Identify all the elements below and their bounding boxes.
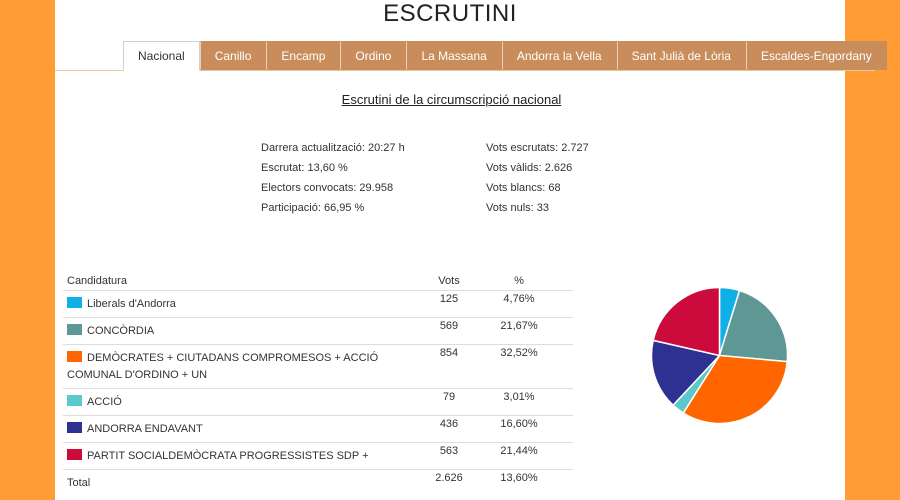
party-percent: 3,01% [465,388,573,416]
stats-right: Vots escrutats: 2.727 Vots vàlids: 2.626… [486,141,589,221]
party-percent: 4,76% [465,290,573,318]
table-row: DEMÒCRATES + CIUTADANS COMPROMESOS + ACC… [63,344,573,389]
header-candidatura: Candidatura [63,271,433,291]
party-percent: 21,44% [465,442,573,470]
total-row: Total 2.626 13,60% [63,470,573,497]
party-name: DEMÒCRATES + CIUTADANS COMPROMESOS + ACC… [67,352,379,381]
pie-slice-4 [650,339,721,407]
header-vots: Vots [433,271,465,291]
party-votes: 563 [433,442,465,470]
party-votes: 569 [433,317,465,345]
results-rows: Liberals d'Andorra 125 4,76% CONCÒRDIA 569 21… [63,290,573,470]
tab-sant-julià-de-lòria[interactable]: Sant Julià de Lòria [616,41,746,70]
party-percent: 32,52% [465,344,573,389]
page-title: ESCRUTINI [383,0,517,27]
party-name: PARTIT SOCIALDEMÒCRATA PROGRESSISTES SDP… [87,450,369,462]
party-cell: Liberals d'Andorra [63,290,433,318]
results-pie-chart [650,286,789,425]
total-percent: 13,60% [500,472,538,484]
stat-blank-votes: Vots blancs: 68 [486,182,561,194]
total-votes: 2.626 [435,472,463,484]
stat-electors: Electors convocats: 29.958 [261,182,394,194]
party-votes: 125 [433,290,465,318]
pie-slice-1 [718,289,789,363]
tab-nacional[interactable]: Nacional [123,41,200,71]
party-cell: PARTIT SOCIALDEMÒCRATA PROGRESSISTES SDP… [63,442,433,470]
tab-canillo[interactable]: Canillo [199,41,267,70]
stat-last-update: Darrera actualització: 20:27 h [261,142,405,154]
party-votes: 854 [433,344,465,389]
results-page: ESCRUTINI Nacional Canillo Encamp Ordino La … [55,0,887,500]
table-row: PARTIT SOCIALDEMÒCRATA PROGRESSISTES SDP… [63,442,573,470]
table-row: Liberals d'Andorra 125 4,76% [63,290,573,318]
circumscription-tabs: Nacional Canillo Encamp Ordino La Massana And… [123,41,887,71]
stat-counted: Escrutat: 13,60 % [261,162,348,174]
party-votes: 79 [433,388,465,416]
tab-encamp[interactable]: Encamp [266,41,341,70]
table-header-row: Candidatura Vots % [63,271,573,291]
stat-valid-votes: Vots vàlids: 2.626 [486,162,573,174]
party-cell: ACCIÓ [63,388,433,416]
party-votes: 436 [433,415,465,443]
party-color-swatch [67,422,82,433]
tabs-divider [55,70,875,71]
party-color-swatch [67,395,82,406]
table-row: ANDORRA ENDAVANT 436 16,60% [63,415,573,443]
party-cell: CONCÒRDIA [63,317,433,345]
tab-la-massana[interactable]: La Massana [406,41,502,70]
party-color-swatch [67,324,82,335]
table-row: ACCIÓ 79 3,01% [63,388,573,416]
party-cell: DEMÒCRATES + CIUTADANS COMPROMESOS + ACC… [63,344,433,389]
results-table: Candidatura Vots % Liberals d'Andorra 125… [63,271,573,496]
pie-slice-5 [652,286,721,357]
stat-votes-counted: Vots escrutats: 2.727 [486,142,589,154]
party-percent: 16,60% [465,415,573,443]
tab-andorra-la-vella[interactable]: Andorra la Vella [501,41,617,70]
party-percent: 21,67% [465,317,573,345]
party-name: Liberals d'Andorra [87,298,176,310]
stat-participation: Participació: 66,95 % [261,202,365,214]
header-percent: % [465,271,573,291]
tab-ordino[interactable]: Ordino [340,41,407,70]
party-color-swatch [67,297,82,308]
party-cell: ANDORRA ENDAVANT [63,415,433,443]
party-name: CONCÒRDIA [87,325,155,337]
tab-escaldes-engordany[interactable]: Escaldes-Engordany [745,41,887,70]
total-label: Total [67,477,91,489]
party-name: ANDORRA ENDAVANT [87,423,203,435]
party-color-swatch [67,449,82,460]
section-subtitle: Escrutini de la circumscripció nacional [341,92,562,107]
table-row: CONCÒRDIA 569 21,67% [63,317,573,345]
stat-null-votes: Vots nuls: 33 [486,202,549,214]
party-name: ACCIÓ [87,396,122,408]
party-color-swatch [67,351,82,362]
stats-left: Darrera actualització: 20:27 h Escrutat:… [261,141,405,221]
